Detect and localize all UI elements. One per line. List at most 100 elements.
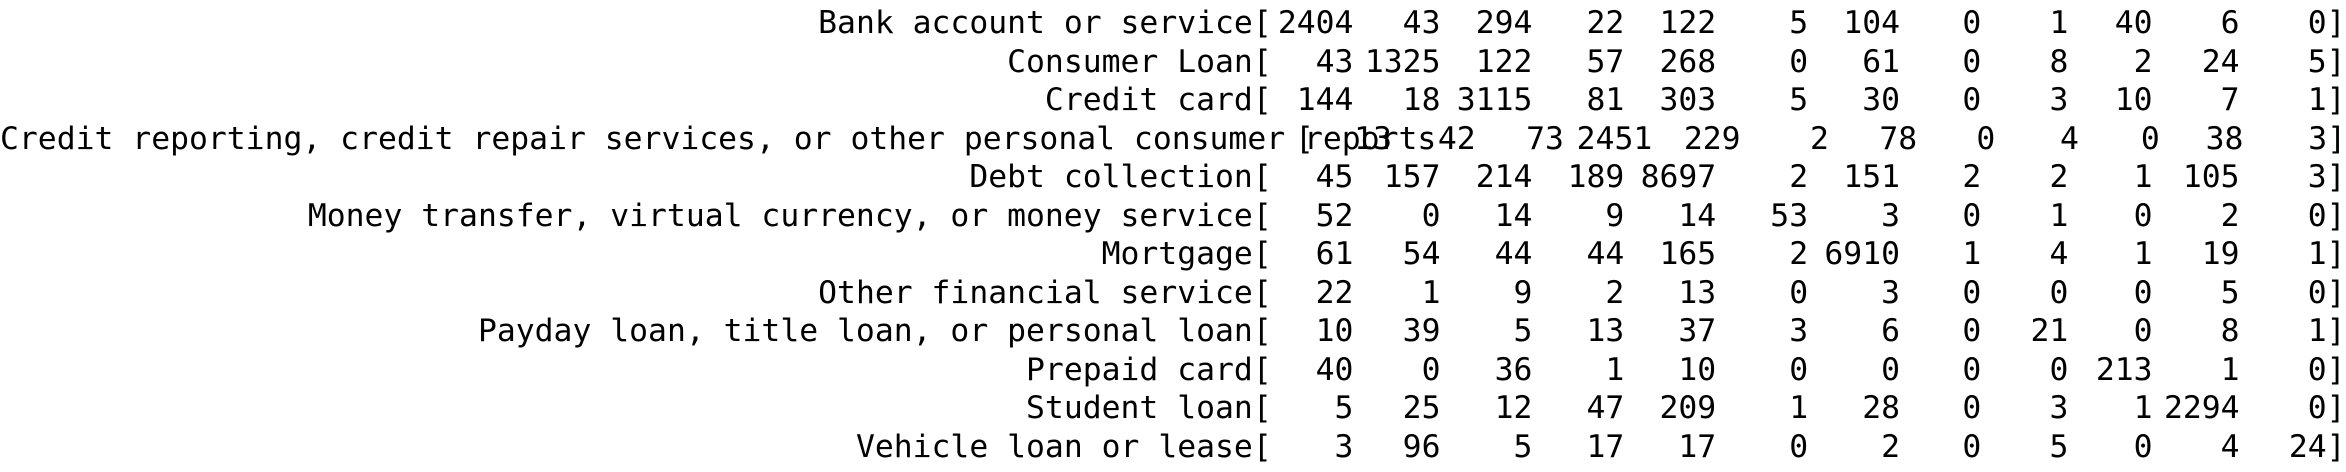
matrix-cell: 30 (1862, 82, 1901, 118)
matrix-cell: 2404 (1277, 5, 1354, 41)
matrix-cell: 8 (2049, 43, 2069, 80)
matrix-cell: 105 (2182, 159, 2240, 195)
open-bracket: [ (1252, 428, 1272, 465)
matrix-cell: 57 (1586, 43, 1625, 80)
console-output: Bank account or service[2404 43 294 22 122 5 1… (0, 4, 2346, 466)
open-bracket: [ (1252, 236, 1272, 272)
matrix-cell: 2 (1605, 274, 1625, 311)
matrix-cell: 14 (1494, 197, 1533, 234)
matrix-cell: 4 (2220, 428, 2240, 465)
matrix-cell: 6 (1881, 313, 1901, 349)
matrix-cell: 61 (1315, 236, 1354, 272)
matrix-cell: 44 (1586, 236, 1625, 272)
matrix-cell: 17 (1678, 428, 1717, 465)
matrix-cell: 0 (2307, 351, 2327, 388)
matrix-cell: 1 (2307, 82, 2327, 118)
matrix-cell: 5 (1789, 5, 1809, 41)
matrix-cell: 8697 (1640, 159, 1717, 195)
matrix-cell: 1 (2049, 197, 2069, 234)
matrix-cell: 44 (1494, 236, 1533, 272)
matrix-cell: 0 (2049, 351, 2069, 388)
open-bracket: [ (1252, 5, 1272, 41)
matrix-row: Debt collection[45 157 214 189 8697 2 151 2 2 1 10… (0, 158, 2346, 197)
matrix-cell: 10 (2114, 82, 2153, 118)
matrix-cell: 37 (1678, 313, 1717, 349)
close-bracket: ] (2326, 313, 2346, 349)
matrix-cell: 5 (1513, 313, 1533, 349)
close-bracket: ] (2326, 5, 2346, 41)
matrix-row: Bank account or service[2404 43 294 22 122 5 1… (0, 4, 2346, 43)
matrix-cell: 12 (1494, 390, 1533, 426)
matrix-cell: 1 (2133, 159, 2153, 195)
matrix-cell: 1 (1605, 351, 1625, 388)
open-bracket: [ (1252, 197, 1272, 234)
matrix-cell: 40 (1315, 351, 1354, 388)
matrix-cell: 8 (2220, 313, 2240, 349)
close-bracket: ] (2326, 82, 2346, 118)
open-bracket: [ (1252, 351, 1272, 388)
matrix-cell: 0 (1421, 351, 1441, 388)
matrix-cell: 1325 (1364, 43, 1441, 80)
matrix-cell: 144 (1296, 82, 1354, 118)
open-bracket: [ (1295, 120, 1314, 157)
matrix-cell: 3 (2308, 120, 2328, 157)
open-bracket: [ (1252, 274, 1272, 311)
matrix-cell: 0 (1962, 428, 1982, 465)
matrix-cell: 96 (1402, 428, 1441, 465)
matrix-cell: 2451 (1576, 120, 1653, 157)
matrix-cell: 104 (1843, 5, 1901, 41)
matrix-cell: 39 (1402, 313, 1441, 349)
matrix-cell: 0 (2133, 274, 2153, 311)
matrix-cell: 13 (1354, 120, 1392, 157)
matrix-cell: 4 (2049, 236, 2069, 272)
open-bracket: [ (1252, 43, 1272, 80)
matrix-cell: 0 (1962, 351, 1982, 388)
matrix-cell: 10 (1315, 313, 1354, 349)
matrix-cell: 0 (2307, 390, 2327, 426)
matrix-row: Other financial service[22 1 9 2 13 0 3 0 0 0 5 0] (0, 274, 2346, 313)
matrix-cell: 0 (2140, 120, 2160, 157)
matrix-cell: 0 (1962, 5, 1982, 41)
matrix-cell: 151 (1843, 159, 1901, 195)
matrix-cell: 6 (2220, 5, 2240, 41)
matrix-cell: 2 (2133, 43, 2153, 80)
open-bracket: [ (1252, 159, 1272, 195)
matrix-cell: 0 (1962, 82, 1982, 118)
matrix-cell: 5 (1513, 428, 1533, 465)
matrix-cell: 22 (1315, 274, 1354, 311)
matrix-cell: 28 (1862, 390, 1901, 426)
matrix-cell: 229 (1683, 120, 1741, 157)
matrix-cell: 294 (1475, 5, 1533, 41)
matrix-cell: 0 (1962, 197, 1982, 234)
matrix-cell: 0 (1962, 313, 1982, 349)
matrix-cell: 0 (1881, 351, 1901, 388)
matrix-cell: 2 (2220, 197, 2240, 234)
matrix-cell: 5 (2220, 274, 2240, 311)
row-label: Payday loan, title loan, or personal loa… (477, 313, 1253, 349)
matrix-cell: 0 (1421, 197, 1441, 234)
matrix-cell: 78 (1879, 120, 1918, 157)
matrix-cell: 14 (1678, 197, 1717, 234)
matrix-cell: 19 (2201, 236, 2240, 272)
matrix-cell: 36 (1494, 351, 1533, 388)
matrix-cell: 4 (2060, 120, 2079, 157)
matrix-row: Credit card[144 18 3115 81 303 5 30 0 3 10 7 1] (0, 81, 2346, 120)
matrix-cell: 3 (1881, 274, 1901, 311)
close-bracket: ] (2326, 274, 2346, 311)
matrix-cell: 0 (2049, 274, 2069, 311)
matrix-cell: 1 (1789, 390, 1809, 426)
close-bracket: ] (2326, 159, 2346, 195)
matrix-cell: 3115 (1456, 82, 1533, 118)
matrix-cell: 47 (1586, 390, 1625, 426)
matrix-cell: 53 (1770, 197, 1809, 234)
matrix-cell: 122 (1659, 5, 1717, 41)
close-bracket: ] (2326, 428, 2346, 465)
matrix-cell: 1 (2307, 313, 2327, 349)
matrix-cell: 1 (2049, 5, 2069, 41)
matrix-cell: 43 (1402, 5, 1441, 41)
matrix-cell: 17 (1586, 428, 1625, 465)
matrix-cell: 18 (1402, 82, 1441, 118)
matrix-cell: 40 (2114, 5, 2153, 41)
row-label: Prepaid card (1026, 351, 1253, 388)
matrix-row: Mortgage[61 54 44 44 165 2 6910 1 4 1 19 1] (0, 235, 2346, 274)
